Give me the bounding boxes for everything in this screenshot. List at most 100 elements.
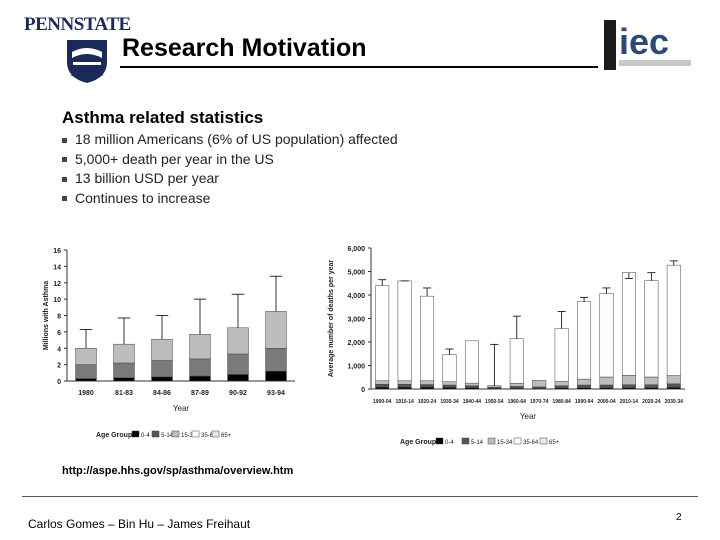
bullet-list: 18 million Americans (6% of US populatio…: [62, 130, 398, 208]
bar-segment: [554, 385, 569, 389]
footer-authors: Carlos Gomes – Bin Hu – James Freihaut: [28, 517, 251, 531]
bar-segment: [599, 376, 614, 386]
bar-segment: [397, 384, 412, 388]
y-tick-label: 3,000: [347, 317, 365, 324]
bar-segment: [227, 327, 249, 355]
page-number: 2: [676, 512, 682, 523]
bar-segment: [75, 378, 97, 382]
legend-swatch: [513, 437, 522, 445]
legend-swatch: [487, 437, 496, 445]
source-link[interactable]: http://aspe.hhs.gov/sp/asthma/overview.h…: [62, 465, 294, 477]
bar-segment: [666, 264, 681, 376]
bar-segment: [509, 338, 524, 384]
bar-segment: [151, 338, 173, 361]
bar-segment: [599, 384, 614, 389]
x-tick-label: 1960-64: [508, 399, 527, 405]
legend-label: 15-34: [497, 440, 513, 446]
bar-segment: [420, 380, 435, 385]
bar-segment: [644, 384, 659, 388]
bar-segment: [532, 380, 547, 388]
bar-segment: [599, 293, 614, 378]
y-tick-label: 10: [53, 297, 61, 304]
x-tick-label: 81-83: [115, 390, 133, 397]
slide-title: Research Motivation: [122, 34, 367, 62]
x-tick-label: 1930-34: [440, 399, 459, 405]
legend-label: 65+: [549, 440, 560, 446]
bar-segment: [420, 295, 435, 382]
bar-segment: [442, 354, 457, 382]
bar-segment: [375, 285, 390, 382]
bar-segment: [577, 384, 592, 388]
bar-segment: [375, 380, 390, 385]
bar-segment: [113, 377, 135, 382]
bar-segment: [554, 381, 569, 386]
x-tick-label: 90-92: [229, 390, 247, 397]
y-tick-label: 0: [57, 379, 61, 386]
x-tick-label: 2020-24: [642, 399, 661, 405]
legend-swatch: [171, 430, 180, 438]
bar-segment: [189, 358, 211, 377]
x-tick-label: 1990-94: [575, 399, 594, 405]
bar-segment: [397, 280, 412, 382]
legend-label: 15-34: [181, 433, 197, 439]
x-tick-label: 2010-14: [620, 399, 639, 405]
x-axis-title: Year: [173, 404, 190, 413]
bar-segment: [420, 386, 435, 390]
bar-segment: [397, 386, 412, 390]
y-tick-label: 4,000: [347, 293, 365, 300]
legend-swatch: [539, 437, 548, 445]
asthma-prevalence-chart: 0 2 4 6 8 10 12 14 16 1980 81-83 84-86 87-89 90-92 93-…: [43, 248, 295, 439]
bar-segment: [75, 364, 97, 379]
bar-segment: [644, 376, 659, 386]
bar-segment: [644, 280, 659, 378]
y-axis-title: Average number of deaths per year: [328, 260, 335, 378]
x-tick-label: 84-86: [153, 390, 171, 397]
bar-segment: [442, 381, 457, 386]
bar-segment: [113, 362, 135, 378]
y-tick-label: 2: [57, 363, 61, 370]
legend-swatch: [461, 437, 470, 445]
y-tick-label: 1,000: [347, 364, 365, 371]
bar-segment: [189, 375, 211, 382]
bullet-square-icon: [62, 196, 67, 202]
bar-segment: [621, 375, 636, 386]
bar-segment: [621, 272, 636, 376]
legend-swatch: [151, 430, 160, 438]
legend-swatch: [131, 430, 140, 438]
bullet-item: Continues to increase: [62, 189, 398, 209]
bar-segment: [487, 385, 502, 388]
iec-logo-text: iec: [619, 21, 669, 62]
legend-label: 35-64: [201, 433, 217, 439]
legend-swatch: [211, 430, 220, 438]
y-tick-label: 0: [361, 387, 365, 394]
legend-label: 65+: [221, 433, 232, 439]
section-subtitle: Asthma related statistics: [62, 108, 264, 127]
bar-segment: [265, 370, 287, 382]
bar-segment: [227, 353, 249, 375]
y-tick-label: 16: [53, 248, 61, 255]
pennstate-wordmark: PENNSTATE: [24, 14, 131, 35]
pennstate-year-left: 1: [70, 69, 75, 78]
x-tick-label: 1940-44: [463, 399, 482, 405]
bar-segment: [151, 360, 173, 378]
bar-segment: [265, 311, 287, 349]
bar-segment: [666, 383, 681, 388]
bar-segment: [189, 334, 211, 360]
y-tick-label: 4: [57, 346, 61, 353]
pennstate-shield-icon: 1 5: [67, 40, 107, 83]
x-tick-label: 1920-24: [418, 399, 437, 405]
legend-label: 0-4: [445, 440, 454, 446]
x-tick-label: 93-94: [267, 390, 285, 397]
bar-segment: [397, 380, 412, 385]
legend-label: 5-14: [161, 433, 174, 439]
bullet-square-icon: [62, 157, 67, 163]
bar-segment: [621, 384, 636, 388]
y-tick-label: 6,000: [347, 246, 365, 253]
x-tick-label: 2000-04: [597, 399, 616, 405]
pennstate-logo: PENNSTATE 1 5: [24, 14, 131, 83]
bullet-item: 18 million Americans (6% of US populatio…: [62, 130, 398, 150]
iec-logo: iec: [604, 20, 691, 70]
legend-label: 0-4: [141, 433, 150, 439]
x-tick-label: 1980-84: [552, 399, 571, 405]
